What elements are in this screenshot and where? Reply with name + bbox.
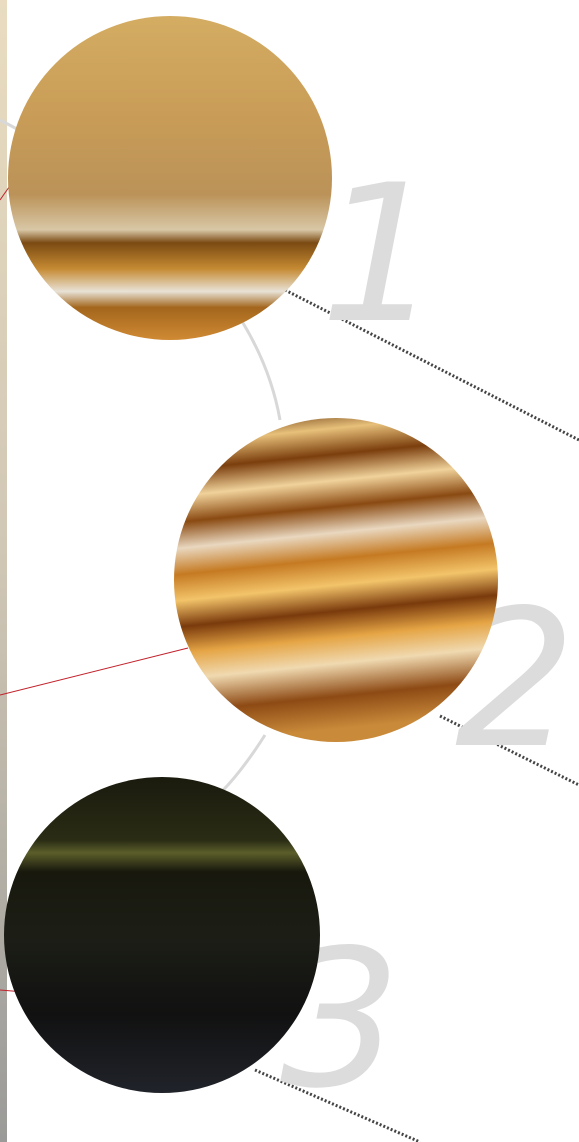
photo-circle [8, 16, 332, 340]
step-number: 1 [320, 144, 441, 365]
edge-strip [0, 0, 7, 1142]
dotted-lines [254, 288, 579, 1142]
photo-circle [174, 418, 498, 742]
photo-circle [4, 777, 320, 1093]
